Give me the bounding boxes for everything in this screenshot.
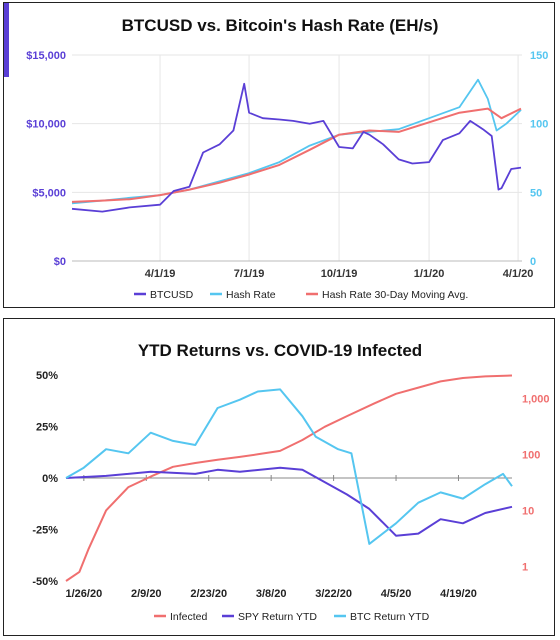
x-tick-label: 3/8/20: [256, 588, 287, 600]
y-left-tick-label: $5,000: [32, 187, 66, 199]
y-left-tick-label: 50%: [36, 370, 58, 382]
y-left-tick-label: $15,000: [26, 50, 66, 62]
x-tick-label: 3/22/20: [315, 588, 352, 600]
x-tick-label: 2/23/20: [190, 588, 227, 600]
legend-label: Hash Rate: [226, 289, 276, 301]
x-tick-label: 4/1/19: [145, 268, 176, 280]
x-tick-label: 4/19/20: [440, 588, 477, 600]
x-tick-label: 10/1/19: [321, 268, 358, 280]
y-left-tick-label: -50%: [32, 576, 58, 588]
chart-panel-btc-hashrate: BTCUSD vs. Bitcoin's Hash Rate (EH/s) $0…: [3, 2, 555, 308]
y-left-tick-label: -25%: [32, 525, 58, 537]
y-right-tick-label: 0: [530, 256, 536, 268]
spy-return-line: [65, 466, 513, 537]
legend-label: Infected: [170, 611, 208, 623]
legend-label: BTCUSD: [150, 289, 194, 301]
btc-return-line: [65, 388, 513, 545]
y-left-tick-label: $0: [54, 256, 66, 268]
chart-panel-returns-covid: YTD Returns vs. COVID-19 Infected 50% 25%…: [3, 318, 555, 636]
x-tick-label: 4/1/20: [503, 268, 534, 280]
y-left-tick-label: 0%: [42, 473, 58, 485]
returns-covid-chart: YTD Returns vs. COVID-19 Infected 50% 25%…: [32, 341, 550, 623]
y-left-tick-label: $10,000: [26, 119, 66, 131]
x-tick-label: 2/9/20: [131, 588, 162, 600]
y-right-tick-label: 50: [530, 187, 542, 199]
y-right-tick-label: 1: [522, 561, 528, 573]
btcusd-line: [71, 82, 522, 213]
y-right-tick-label: 10: [522, 505, 534, 517]
accent-bar: [4, 3, 9, 77]
legend-label: SPY Return YTD: [238, 611, 317, 623]
hash-rate-moving-avg-line: [71, 107, 522, 203]
hash-rate-line: [71, 78, 522, 205]
legend-label: Hash Rate 30-Day Moving Avg.: [322, 289, 468, 301]
y-right-tick-label: 150: [530, 50, 548, 62]
y-left-tick-label: 25%: [36, 422, 58, 434]
x-tick-label: 1/26/20: [65, 588, 102, 600]
y-right-tick-label: 1,000: [522, 393, 550, 405]
chart-title: BTCUSD vs. Bitcoin's Hash Rate (EH/s): [122, 16, 439, 35]
y-right-tick-label: 100: [522, 449, 540, 461]
infected-line: [65, 374, 513, 582]
legend-label: BTC Return YTD: [350, 611, 430, 623]
chart-title: YTD Returns vs. COVID-19 Infected: [138, 341, 422, 360]
y-right-tick-label: 100: [530, 119, 548, 131]
btc-hashrate-chart: BTCUSD vs. Bitcoin's Hash Rate (EH/s) $0…: [26, 16, 548, 301]
x-tick-label: 7/1/19: [234, 268, 265, 280]
x-tick-label: 4/5/20: [381, 588, 412, 600]
x-tick-label: 1/1/20: [414, 268, 445, 280]
